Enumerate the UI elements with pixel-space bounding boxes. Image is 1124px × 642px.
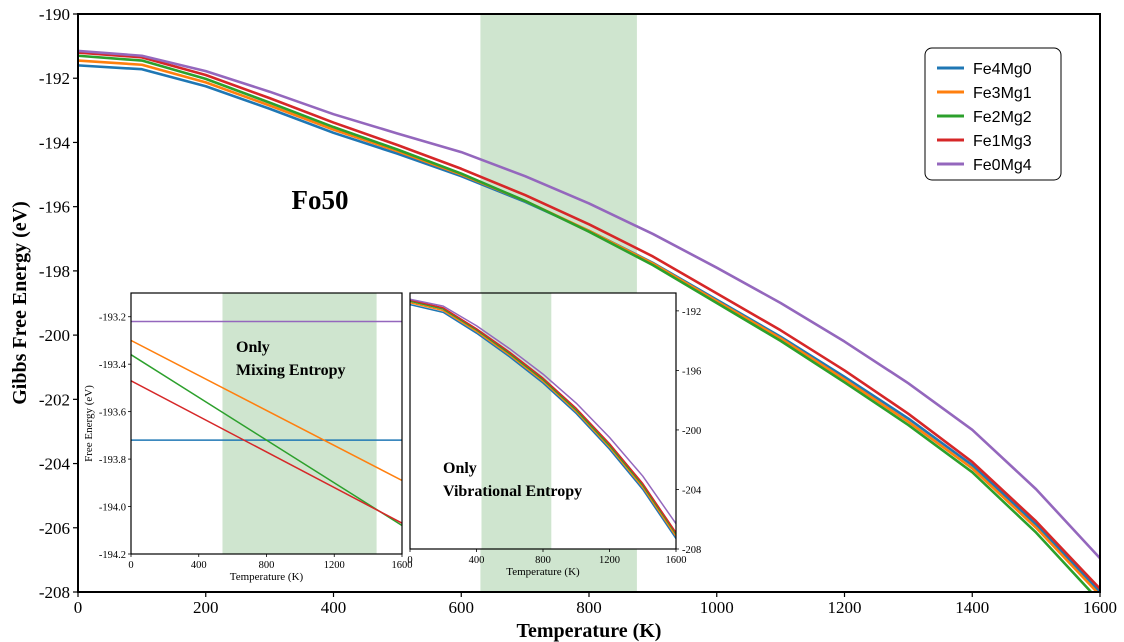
y-axis-title: Gibbs Free Energy (eV)	[9, 201, 31, 405]
series-line-fe2mg2	[78, 54, 1093, 592]
inset-y-tick-label: -193.8	[99, 455, 126, 466]
inset-annotation-line: Only	[443, 460, 477, 477]
series-line-fe1mg3	[78, 51, 1100, 590]
y-tick-label: -190	[39, 5, 70, 24]
inset-annotation-line: Only	[236, 339, 270, 356]
series-line-fe0mg4	[78, 49, 1100, 560]
series-line-fe2mg2	[131, 354, 402, 527]
legend-box	[924, 47, 1062, 181]
x-tick-label: 0	[74, 598, 83, 617]
x-tick-label: 1400	[955, 598, 989, 617]
inset-y-tick-label: -200	[682, 426, 701, 437]
inset-x-tick-label: 0	[407, 555, 412, 566]
y-tick-label: -204	[39, 455, 71, 474]
inset-y-axis-title: Free Energy (eV)	[83, 385, 95, 462]
x-tick-label: 400	[321, 598, 347, 617]
y-tick-label: -196	[39, 198, 70, 217]
inset-y-tick-label: -193.4	[99, 360, 127, 371]
legend-label-fe3mg1: Fe3Mg1	[973, 85, 1032, 102]
inset-y-tick-label: -193.2	[99, 313, 126, 324]
legend-label-fe2mg2: Fe2Mg2	[973, 109, 1032, 126]
series-line-fe0mg4	[410, 298, 676, 525]
series-line-fe4mg0	[410, 303, 676, 540]
series-line-fe3mg1	[410, 301, 676, 537]
legend-label-fe1mg3: Fe1Mg3	[973, 133, 1032, 150]
y-tick-label: -206	[39, 519, 70, 538]
inset-shaded-region	[222, 293, 377, 554]
inset-x-tick-label: 1200	[599, 555, 620, 566]
fo50-annotation: Fo50	[292, 185, 349, 215]
inset-x-tick-label: 1600	[392, 560, 413, 571]
inset-x-axis-title: Temperature (K)	[230, 571, 304, 583]
x-tick-label: 1200	[828, 598, 862, 617]
inset-x-axis-title: Temperature (K)	[506, 566, 580, 578]
inset-y-tick-label: -204	[682, 485, 702, 496]
inset-y-tick-label: -194.2	[99, 550, 126, 561]
x-tick-label: 800	[576, 598, 602, 617]
x-tick-label: 600	[449, 598, 475, 617]
y-tick-label: -200	[39, 326, 70, 345]
inset-y-tick-label: -192	[682, 307, 701, 318]
x-tick-label: 1600	[1083, 598, 1117, 617]
series-line-fe1mg3	[410, 299, 676, 534]
inset-annotation-line: Vibrational Entropy	[443, 483, 582, 500]
inset-mixing-entropy-plot: 0 400 800 1200 1600 -193.2 -193.4 -193.6 -193.8 -…	[83, 292, 413, 583]
legend: Fe4Mg0 Fe3Mg1 Fe2Mg2 Fe1Mg3 Fe0Mg4	[924, 47, 1062, 181]
legend-label-fe0mg4: Fe0Mg4	[973, 157, 1032, 174]
inset-shaded-region	[481, 293, 552, 549]
inset-x-tick-label: 800	[259, 560, 275, 571]
inset-y-tick-label: -194.0	[99, 503, 126, 514]
y-tick-label: -192	[39, 69, 70, 88]
inset-x-tick-label: 400	[191, 560, 207, 571]
inset-x-tick-label: 1600	[666, 555, 687, 566]
inset-y-tick-label: -208	[682, 545, 701, 556]
series-line-fe1mg3	[131, 380, 402, 524]
y-tick-label: -202	[39, 390, 70, 409]
inset-y-tick-label: -193.6	[99, 408, 126, 419]
legend-label-fe4mg0: Fe4Mg0	[973, 61, 1032, 78]
y-tick-label: -198	[39, 262, 70, 281]
x-axis-title: Temperature (K)	[517, 620, 662, 642]
x-tick-label: 200	[193, 598, 219, 617]
series-line-fe2mg2	[410, 300, 676, 535]
inset-y-tick-label: -196	[682, 366, 701, 377]
y-tick-label: -208	[39, 583, 70, 602]
y-tick-label: -194	[39, 133, 71, 152]
inset-x-tick-label: 800	[535, 555, 551, 566]
series-line-fe3mg1	[131, 339, 402, 482]
inset-x-tick-label: 0	[128, 560, 133, 571]
inset-vibrational-entropy-plot: 0 400 800 1200 1600 -192 -196 -200 -204 -208 Tempe…	[407, 292, 702, 578]
inset-annotation-line: Mixing Entropy	[236, 362, 346, 379]
inset-x-tick-label: 400	[469, 555, 485, 566]
x-tick-label: 1000	[700, 598, 734, 617]
inset-x-tick-label: 1200	[324, 560, 345, 571]
